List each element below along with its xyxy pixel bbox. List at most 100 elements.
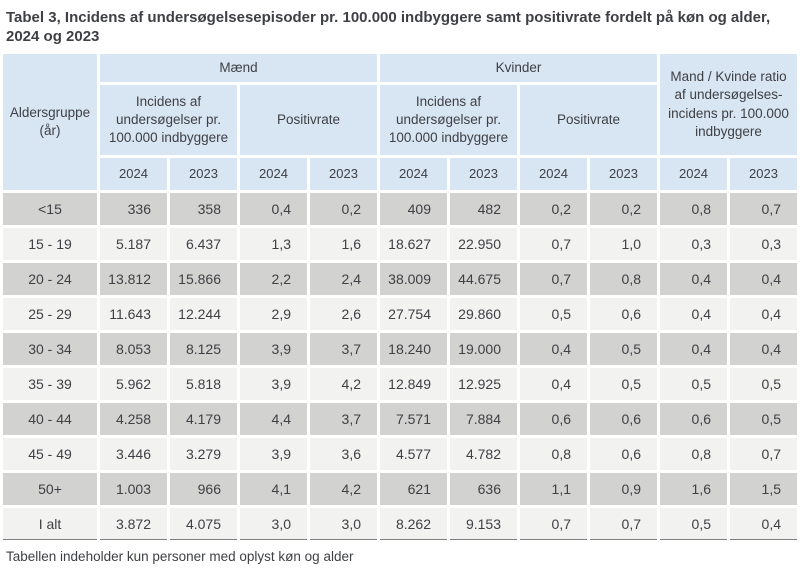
table-footnote: Tabellen indeholder kun personer med opl… [6, 549, 354, 565]
table-row: 15 - 19 5.187 6.437 1,3 1,6 18.627 22.95… [3, 228, 797, 261]
value-cell: 1.003 [100, 473, 167, 506]
value-cell: 621 [380, 473, 447, 506]
value-cell: 19.000 [450, 333, 517, 366]
value-cell: 8.053 [100, 333, 167, 366]
value-cell: 15.866 [170, 263, 237, 296]
value-cell: 0,4 [660, 298, 727, 331]
value-cell: 18.240 [380, 333, 447, 366]
age-cell: 45 - 49 [3, 438, 97, 471]
value-cell: 1,5 [730, 473, 797, 506]
age-cell: 40 - 44 [3, 403, 97, 436]
value-cell: 3,6 [310, 438, 377, 471]
value-cell: 0,5 [730, 403, 797, 436]
page-title: Tabel 3, Incidens af undersøgelsesepisod… [6, 9, 771, 46]
value-cell: 0,9 [590, 473, 657, 506]
header-incidens-maend: Incidens af undersøgelser pr. 100.000 in… [100, 85, 237, 156]
value-cell: 2,6 [310, 298, 377, 331]
value-cell: 0,6 [590, 403, 657, 436]
value-cell: 1,6 [310, 228, 377, 261]
value-cell: 29.860 [450, 298, 517, 331]
value-cell: 0,4 [730, 508, 797, 541]
value-cell: 636 [450, 473, 517, 506]
header-positivrate-maend: Positivrate [240, 85, 377, 156]
value-cell: 482 [450, 193, 517, 226]
value-cell: 22.950 [450, 228, 517, 261]
table-row: 50+ 1.003 966 4,1 4,2 621 636 1,1 0,9 1,… [3, 473, 797, 506]
value-cell: 4.782 [450, 438, 517, 471]
value-cell: 0,6 [520, 403, 587, 436]
value-cell: 0,7 [590, 508, 657, 541]
value-cell: 3.446 [100, 438, 167, 471]
value-cell: 0,7 [520, 508, 587, 541]
value-cell: 27.754 [380, 298, 447, 331]
header-incidens-kvinder: Incidens af undersøgelser pr. 100.000 in… [380, 85, 517, 156]
value-cell: 0,5 [590, 333, 657, 366]
value-cell: 1,0 [590, 228, 657, 261]
value-cell: 4,2 [310, 473, 377, 506]
value-cell: 0,8 [660, 193, 727, 226]
value-cell: 3,9 [240, 368, 307, 401]
value-cell: 38.009 [380, 263, 447, 296]
value-cell: 0,7 [520, 228, 587, 261]
value-cell: 0,5 [730, 368, 797, 401]
age-cell: 50+ [3, 473, 97, 506]
value-cell: 5.818 [170, 368, 237, 401]
table-row: 30 - 34 8.053 8.125 3,9 3,7 18.240 19.00… [3, 333, 797, 366]
value-cell: 0,8 [660, 438, 727, 471]
value-cell: 358 [170, 193, 237, 226]
header-kvinder: Kvinder [380, 54, 657, 83]
value-cell: 3,7 [310, 333, 377, 366]
value-cell: 8.262 [380, 508, 447, 541]
value-cell: 11.643 [100, 298, 167, 331]
value-cell: 9.153 [450, 508, 517, 541]
table-row: <15 336 358 0,4 0,2 409 482 0,2 0,2 0,8 … [3, 193, 797, 226]
value-cell: 0,2 [590, 193, 657, 226]
header-year: 2024 [100, 158, 167, 191]
table-row: 40 - 44 4.258 4.179 4,4 3,7 7.571 7.884 … [3, 403, 797, 436]
value-cell: 18.627 [380, 228, 447, 261]
header-year: 2024 [240, 158, 307, 191]
table-row: 25 - 29 11.643 12.244 2,9 2,6 27.754 29.… [3, 298, 797, 331]
value-cell: 44.675 [450, 263, 517, 296]
header-aldersgruppe: Aldersgruppe (år) [3, 54, 97, 191]
value-cell: 409 [380, 193, 447, 226]
value-cell: 0,4 [730, 333, 797, 366]
value-cell: 0,8 [520, 438, 587, 471]
value-cell: 4.258 [100, 403, 167, 436]
age-cell: I alt [3, 508, 97, 541]
header-year: 2023 [590, 158, 657, 191]
value-cell: 2,9 [240, 298, 307, 331]
header-year: 2024 [520, 158, 587, 191]
value-cell: 0,4 [520, 333, 587, 366]
header-year: 2024 [660, 158, 727, 191]
value-cell: 0,5 [590, 368, 657, 401]
header-year: 2023 [730, 158, 797, 191]
value-cell: 12.244 [170, 298, 237, 331]
value-cell: 13.812 [100, 263, 167, 296]
age-cell: <15 [3, 193, 97, 226]
value-cell: 0,3 [730, 228, 797, 261]
value-cell: 0,5 [520, 298, 587, 331]
value-cell: 0,7 [520, 263, 587, 296]
value-cell: 0,4 [660, 263, 727, 296]
value-cell: 3,9 [240, 438, 307, 471]
value-cell: 0,6 [660, 403, 727, 436]
value-cell: 0,5 [660, 508, 727, 541]
value-cell: 3.872 [100, 508, 167, 541]
value-cell: 4,2 [310, 368, 377, 401]
value-cell: 3,9 [240, 333, 307, 366]
value-cell: 7.884 [450, 403, 517, 436]
value-cell: 3,0 [310, 508, 377, 541]
value-cell: 1,1 [520, 473, 587, 506]
value-cell: 0,4 [730, 298, 797, 331]
table-row-total: I alt 3.872 4.075 3,0 3,0 8.262 9.153 0,… [3, 508, 797, 541]
header-maend: Mænd [100, 54, 377, 83]
incidence-table: Aldersgruppe (år) Mænd Kvinder Mand / Kv… [0, 51, 800, 543]
header-year: 2023 [450, 158, 517, 191]
age-cell: 25 - 29 [3, 298, 97, 331]
value-cell: 336 [100, 193, 167, 226]
table-row: 35 - 39 5.962 5.818 3,9 4,2 12.849 12.92… [3, 368, 797, 401]
age-cell: 20 - 24 [3, 263, 97, 296]
value-cell: 3,0 [240, 508, 307, 541]
value-cell: 1,3 [240, 228, 307, 261]
